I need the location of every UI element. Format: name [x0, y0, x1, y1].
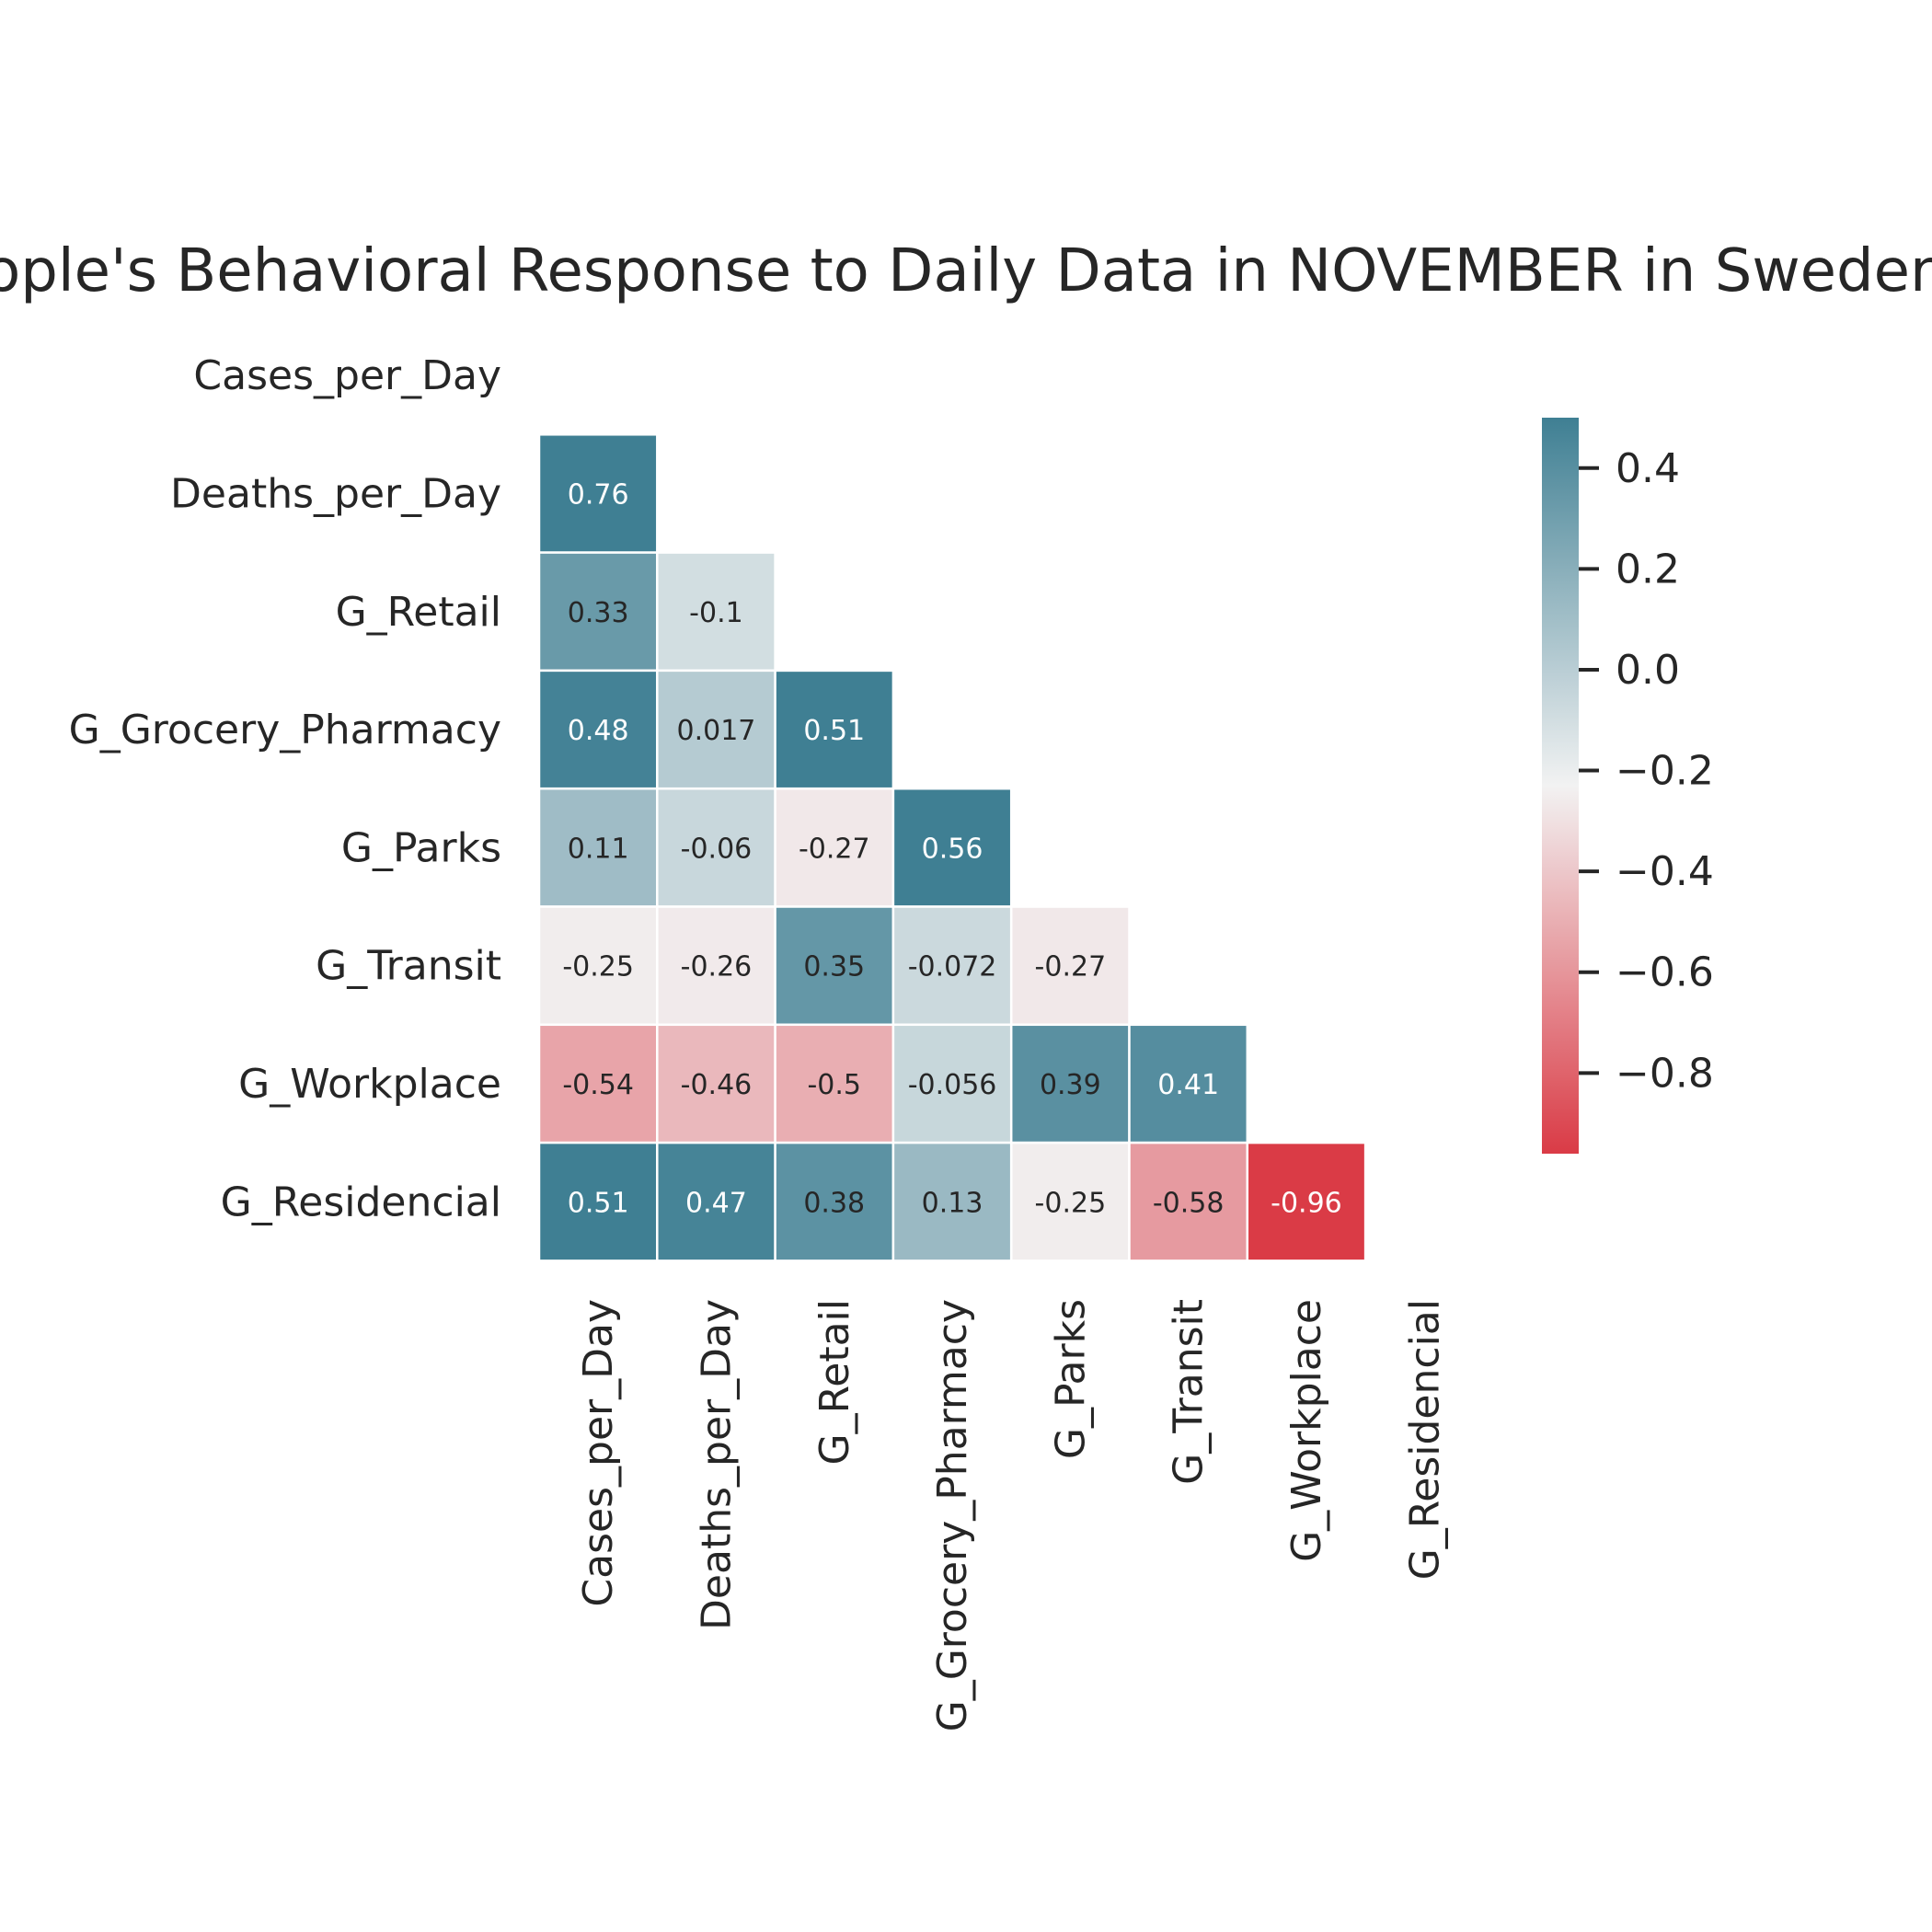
cell-value-label: 0.41	[1157, 1069, 1219, 1101]
cell-value-label: -0.54	[562, 1069, 634, 1101]
cell-value-label: 0.39	[1040, 1069, 1101, 1101]
row-tick-label: G_Retail	[336, 589, 501, 636]
cell-value-label: 0.35	[803, 951, 865, 983]
column-tick-label: G_Retail	[811, 1299, 858, 1465]
row-tick-label: G_Grocery_Pharmacy	[69, 707, 501, 753]
cell-value-label: -0.96	[1271, 1187, 1342, 1219]
column-tick-label: G_Parks	[1047, 1299, 1094, 1459]
cell-value-label: -0.27	[1035, 951, 1107, 983]
cell-value-label: -0.46	[681, 1069, 753, 1101]
cell-value-label: -0.25	[562, 951, 634, 983]
heatmap-cell	[1009, 1023, 1131, 1144]
column-tick-label: G_Transit	[1166, 1299, 1213, 1485]
heatmap-cell	[656, 905, 776, 1027]
row-tick-label: G_Transit	[316, 943, 501, 990]
heatmap-cell	[656, 1023, 776, 1144]
column-tick-label: G_Grocery_Pharmacy	[929, 1299, 976, 1731]
column-tick-label: G_Workplace	[1283, 1299, 1330, 1562]
colorbar-tick-label: −0.2	[1616, 748, 1714, 795]
cell-value-label: -0.27	[799, 833, 870, 865]
cell-value-label: -0.06	[681, 833, 753, 865]
column-tick-label: Cases_per_Day	[575, 1299, 622, 1607]
row-tick-label: Deaths_per_Day	[170, 470, 501, 517]
heatmap-cell	[891, 787, 1013, 908]
heatmap-cell	[1128, 1141, 1249, 1262]
heatmap-cell	[537, 1023, 659, 1144]
cell-value-label: -0.056	[908, 1069, 997, 1101]
cell-value-label: 0.56	[922, 833, 983, 865]
heatmap-cell	[1128, 1023, 1249, 1144]
heatmap-cell	[774, 1023, 895, 1144]
row-labels: Cases_per_Day Deaths_per_Day G_Retail G_Gro…	[69, 352, 501, 1225]
heatmap-cell	[656, 787, 776, 908]
heatmap-cell	[537, 433, 659, 554]
heatmap-cell	[774, 669, 895, 790]
cell-value-label: 0.76	[568, 478, 629, 511]
colorbar-tick-label: −0.8	[1616, 1050, 1714, 1097]
heatmap-cell	[656, 1141, 776, 1262]
heatmap-cell	[537, 669, 659, 790]
colorbar-tick-label: −0.6	[1616, 949, 1714, 996]
heatmap-cell	[891, 1141, 1013, 1262]
cell-value-label: -0.1	[689, 597, 743, 629]
heatmap-cell	[774, 787, 895, 908]
cell-value-label: 0.017	[677, 715, 756, 747]
heatmap-cell	[537, 905, 659, 1027]
row-tick-label: G_Residencial	[221, 1179, 501, 1225]
cell-value-label: 0.33	[568, 597, 629, 629]
cell-value-label: 0.38	[803, 1187, 865, 1219]
row-tick-label: G_Workplace	[238, 1061, 501, 1108]
heatmap-cell	[774, 905, 895, 1027]
cell-value-label: -0.26	[681, 951, 753, 983]
heatmap-cell	[537, 1141, 659, 1262]
chart-title: People's Behavioral Response to Daily Da…	[0, 237, 1932, 305]
row-tick-label: Cases_per_Day	[193, 352, 501, 399]
cell-value-label: 0.51	[803, 715, 865, 747]
cell-value-label: 0.13	[922, 1187, 983, 1219]
heatmap-cell	[774, 1141, 895, 1262]
colorbar-tick-label: −0.4	[1616, 848, 1714, 895]
cell-value-label: 0.51	[568, 1187, 629, 1219]
heatmap-cell	[891, 905, 1013, 1027]
cell-value-label: -0.5	[807, 1069, 861, 1101]
cell-value-label: -0.25	[1035, 1187, 1107, 1219]
heatmap-cell	[1246, 1141, 1367, 1262]
heatmap-cell	[1009, 905, 1131, 1027]
heatmap-cells: 0.76 0.33 -0.1 0.48 0.017 0.51 0.11 -0.06 -0.27 0…	[537, 433, 1367, 1262]
colorbar-gradient	[1542, 418, 1579, 1154]
cell-value-label: 0.11	[568, 833, 629, 865]
colorbar-tick-label: 0.2	[1616, 546, 1680, 592]
column-labels: Cases_per_Day Deaths_per_Day G_Retail G_Gro…	[575, 1299, 1448, 1731]
colorbar-tick-label: 0.4	[1616, 445, 1680, 492]
cell-value-label: -0.072	[908, 951, 997, 983]
column-tick-label: G_Residencial	[1401, 1299, 1448, 1580]
colorbar: 0.4 0.2 0.0 −0.2 −0.4 −0.6 −0.8	[1542, 418, 1714, 1154]
cell-value-label: -0.58	[1153, 1187, 1225, 1219]
column-tick-label: Deaths_per_Day	[693, 1299, 740, 1630]
cell-value-label: 0.48	[568, 715, 629, 747]
cell-value-label: 0.47	[685, 1187, 747, 1219]
row-tick-label: G_Parks	[341, 824, 501, 871]
colorbar-tick-label: 0.0	[1616, 647, 1680, 694]
